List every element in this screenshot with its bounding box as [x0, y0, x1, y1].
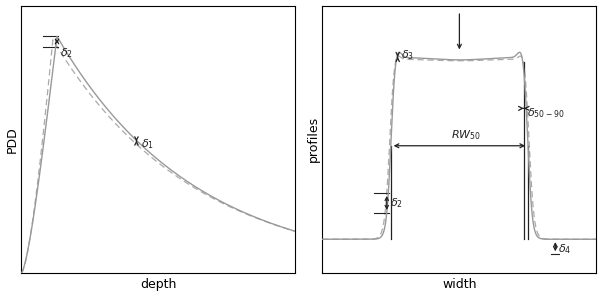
Text: $\delta_3$: $\delta_3$ — [401, 48, 414, 62]
X-axis label: depth: depth — [140, 279, 176, 291]
Y-axis label: PDD: PDD — [5, 126, 19, 153]
Y-axis label: profiles: profiles — [306, 116, 320, 162]
Text: $\delta_2$: $\delta_2$ — [390, 196, 403, 210]
Text: $\delta_1$: $\delta_1$ — [141, 137, 154, 151]
X-axis label: width: width — [442, 279, 477, 291]
Text: $RW_{50}$: $RW_{50}$ — [451, 128, 481, 142]
Text: $\delta_4$: $\delta_4$ — [558, 242, 571, 256]
Text: $\delta_{50-90}$: $\delta_{50-90}$ — [527, 106, 564, 120]
Text: $\delta_2$: $\delta_2$ — [60, 46, 73, 60]
